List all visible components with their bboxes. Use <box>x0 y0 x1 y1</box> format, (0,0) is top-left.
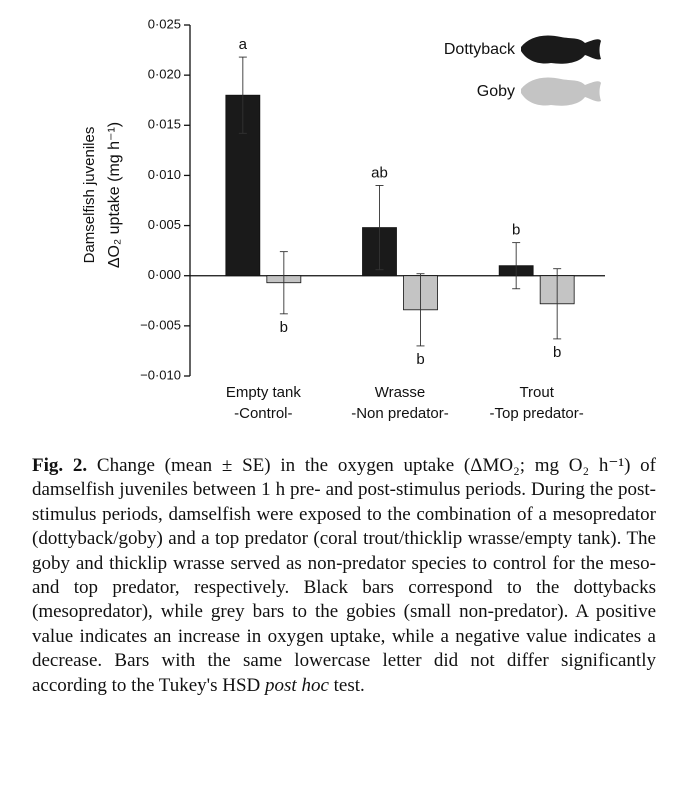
significance-letter: ab <box>371 164 388 181</box>
legend-label: Dottyback <box>444 41 516 58</box>
significance-letter: b <box>280 319 288 336</box>
caption-text: Change (mean ± SE) in the oxygen uptake … <box>32 455 656 696</box>
y-axis-label: Damselfish juveniles <box>81 127 98 264</box>
error-bar <box>238 56 247 134</box>
significance-letter: b <box>512 222 520 239</box>
y-tick-label: 0·010 <box>148 167 181 182</box>
y-tick-label: 0·000 <box>148 267 181 282</box>
legend-label: Goby <box>477 83 515 100</box>
caption-italic: post hoc <box>265 674 329 696</box>
legend-swatch <box>521 35 601 64</box>
x-tick-label: -Top predator- <box>490 405 584 422</box>
legend: Dottyback Goby <box>444 35 601 106</box>
significance-letter: b <box>553 344 561 361</box>
significance-letter: a <box>239 36 248 53</box>
caption-end: test. <box>328 674 365 696</box>
y-axis-label: ΔO₂ uptake (mg h⁻¹) <box>106 122 123 268</box>
error-bar <box>416 273 425 347</box>
legend-swatch <box>521 77 601 106</box>
y-tick-label: 0·015 <box>148 117 181 132</box>
caption-label: Fig. 2. <box>32 455 88 476</box>
chart: Dottyback Goby −0·010 −0·005 0·000 0·005 0·01… <box>81 16 605 422</box>
x-tick-label: Trout <box>519 384 554 401</box>
x-tick-label: -Control- <box>234 405 292 422</box>
y-tick-label: −0·005 <box>140 317 181 332</box>
y-tick-label: 0·020 <box>148 67 181 82</box>
significance-letter: b <box>416 351 424 368</box>
caption: Fig. 2. Change (mean ± SE) in the oxygen… <box>32 454 656 698</box>
y-tick-label: 0·025 <box>148 16 181 31</box>
error-bar <box>279 251 288 315</box>
error-bar <box>375 185 384 271</box>
error-bar <box>512 242 521 290</box>
y-tick-label: −0·010 <box>140 367 181 382</box>
y-tick-label: 0·005 <box>148 217 181 232</box>
x-tick-label: Empty tank <box>226 384 302 401</box>
x-tick-label: -Non predator- <box>351 405 449 422</box>
x-tick-label: Wrasse <box>375 384 426 401</box>
error-bar <box>553 268 562 340</box>
